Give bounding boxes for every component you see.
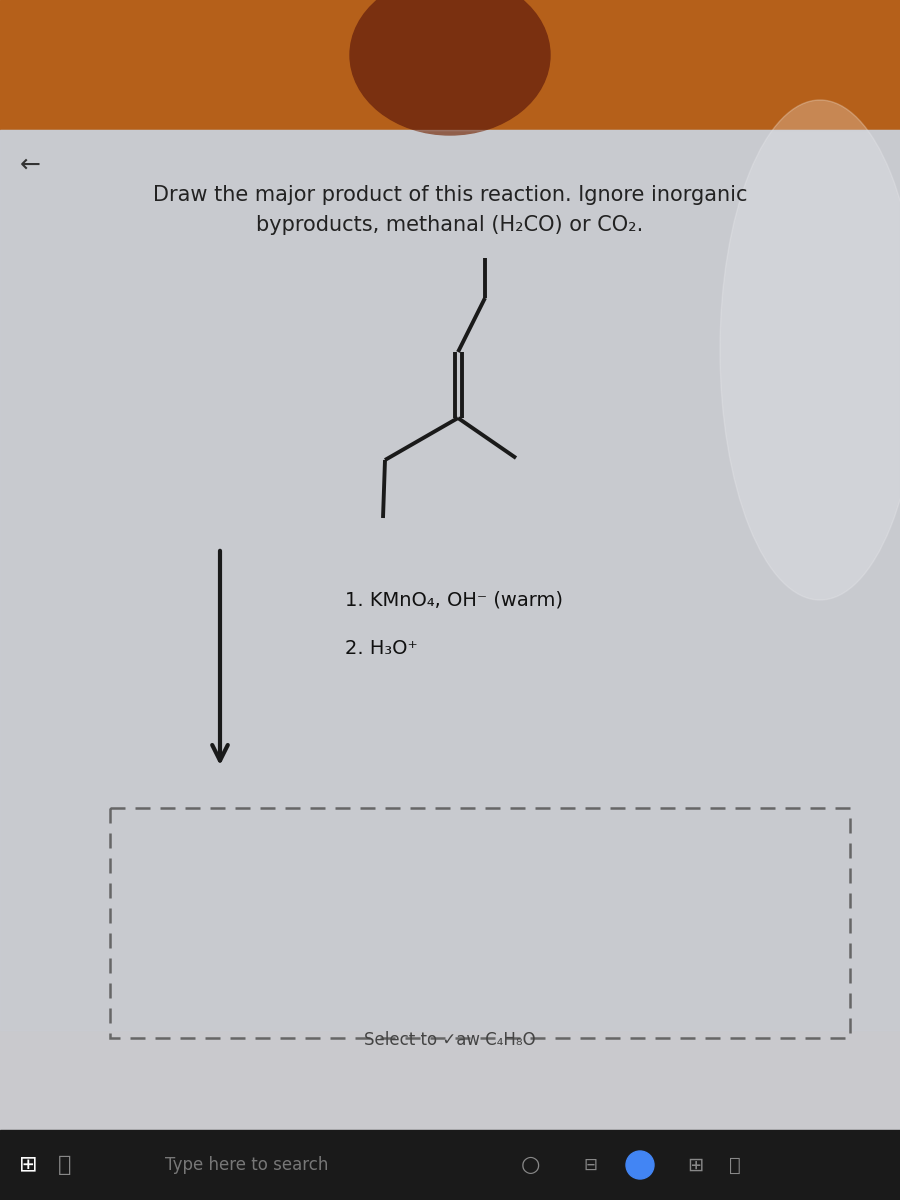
Bar (110, 808, 850, 1038)
Text: ⊟: ⊟ (583, 1156, 597, 1174)
Ellipse shape (720, 100, 900, 600)
Text: Select to ✓aw C₄H₈O: Select to ✓aw C₄H₈O (364, 1031, 536, 1049)
Text: ⌕: ⌕ (58, 1154, 72, 1175)
Text: ⊞: ⊞ (19, 1154, 37, 1175)
Text: ⊞: ⊞ (687, 1156, 703, 1175)
Text: 1. KMnO₄, OH⁻ (warm): 1. KMnO₄, OH⁻ (warm) (345, 590, 563, 610)
Text: byproducts, methanal (H₂CO) or CO₂.: byproducts, methanal (H₂CO) or CO₂. (256, 215, 644, 235)
Text: ○: ○ (520, 1154, 540, 1175)
Text: ←: ← (20, 152, 40, 176)
Bar (0, 130, 900, 1030)
Bar (0, 1130, 900, 1200)
Bar (0, 130, 900, 1200)
Text: 📁: 📁 (729, 1156, 741, 1175)
Text: Draw the major product of this reaction. Ignore inorganic: Draw the major product of this reaction.… (153, 185, 747, 205)
Text: Type here to search: Type here to search (165, 1156, 328, 1174)
Ellipse shape (626, 1151, 654, 1178)
Bar (0, 0, 900, 130)
Text: 2. H₃O⁺: 2. H₃O⁺ (345, 638, 418, 658)
Ellipse shape (350, 0, 550, 134)
